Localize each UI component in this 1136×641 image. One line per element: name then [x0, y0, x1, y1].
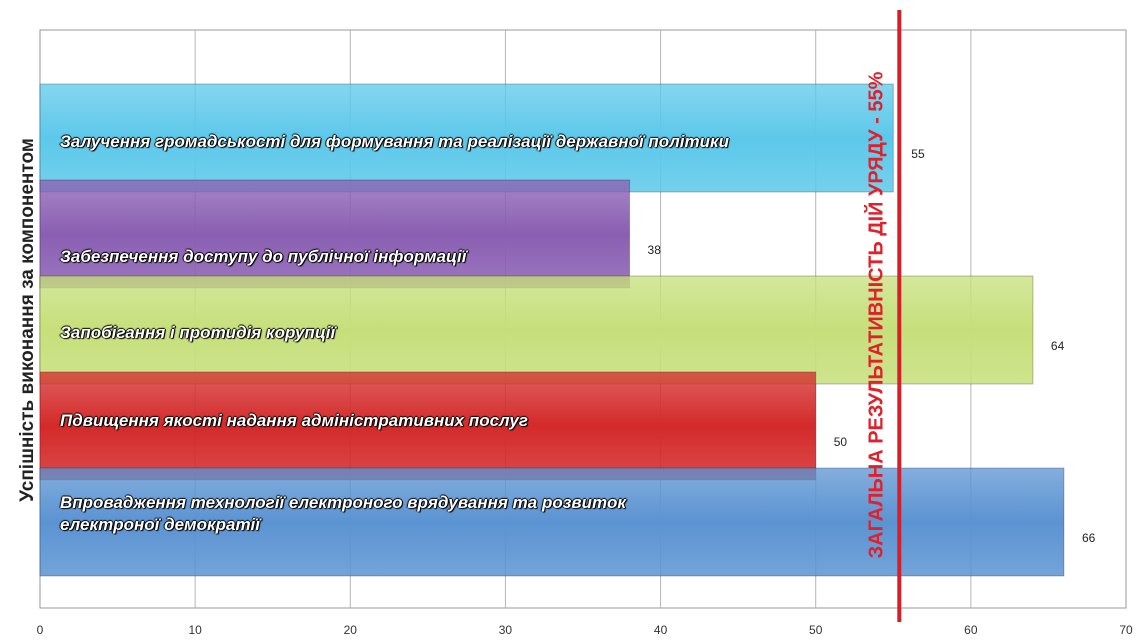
y-axis-label: Успішність виконання за компонентом [17, 138, 38, 502]
bar [39, 83, 894, 193]
category-label: Впровадження технології електроного вряд… [60, 493, 626, 534]
bar-value-label: 38 [648, 243, 662, 257]
bar-value-label: 64 [1051, 339, 1065, 353]
x-tick-label: 10 [188, 623, 202, 637]
bar [39, 275, 1034, 385]
x-tick-label: 0 [37, 623, 44, 637]
x-tick-label: 70 [1119, 623, 1133, 637]
reference-line-label: ЗАГАЛЬНА РЕЗУЛЬТАТИВНІСТЬ ДІЙ УРЯДУ - 55… [865, 71, 888, 559]
bar-value-label: 55 [911, 147, 925, 161]
category-label: Залучення громадськості для формування т… [60, 132, 729, 151]
x-tick-label: 60 [964, 623, 978, 637]
bar-value-label: 50 [834, 435, 848, 449]
x-tick-label: 40 [654, 623, 668, 637]
x-tick-label: 50 [809, 623, 823, 637]
category-label: Пдвищення якості надання адміністративни… [60, 411, 528, 430]
category-label: Запобігання і протидія корупції [60, 323, 336, 342]
x-tick-label: 20 [344, 623, 358, 637]
bar-value-label: 66 [1082, 531, 1096, 545]
category-label: Забезпечення доступу до публічної інформ… [60, 247, 467, 266]
bar [39, 179, 631, 289]
bar [39, 467, 1065, 577]
bar [39, 371, 817, 481]
x-tick-label: 30 [499, 623, 513, 637]
